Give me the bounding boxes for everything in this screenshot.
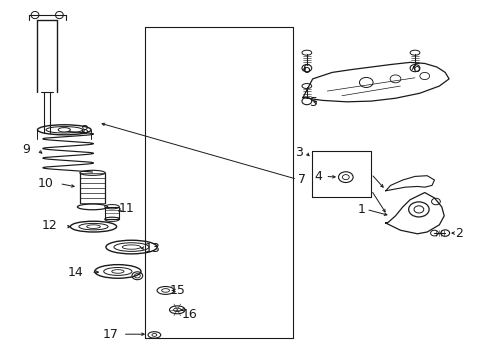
Text: 6: 6 — [412, 62, 420, 75]
Text: 10: 10 — [38, 177, 54, 190]
Text: 16: 16 — [181, 308, 197, 321]
Text: 2: 2 — [454, 226, 462, 239]
Text: 9: 9 — [22, 143, 30, 156]
Bar — [104, 207, 119, 219]
Text: 15: 15 — [170, 284, 185, 297]
Text: 12: 12 — [41, 219, 57, 233]
Text: 1: 1 — [357, 203, 365, 216]
Text: 8: 8 — [80, 124, 88, 137]
Text: 11: 11 — [119, 202, 134, 215]
Text: 6: 6 — [302, 63, 309, 76]
Text: 17: 17 — [103, 328, 119, 341]
Text: 14: 14 — [68, 266, 83, 279]
Text: 13: 13 — [144, 242, 160, 255]
Text: 3: 3 — [294, 145, 303, 158]
Text: 5: 5 — [309, 96, 317, 109]
Text: 4: 4 — [314, 170, 322, 183]
Text: 7: 7 — [298, 173, 305, 186]
